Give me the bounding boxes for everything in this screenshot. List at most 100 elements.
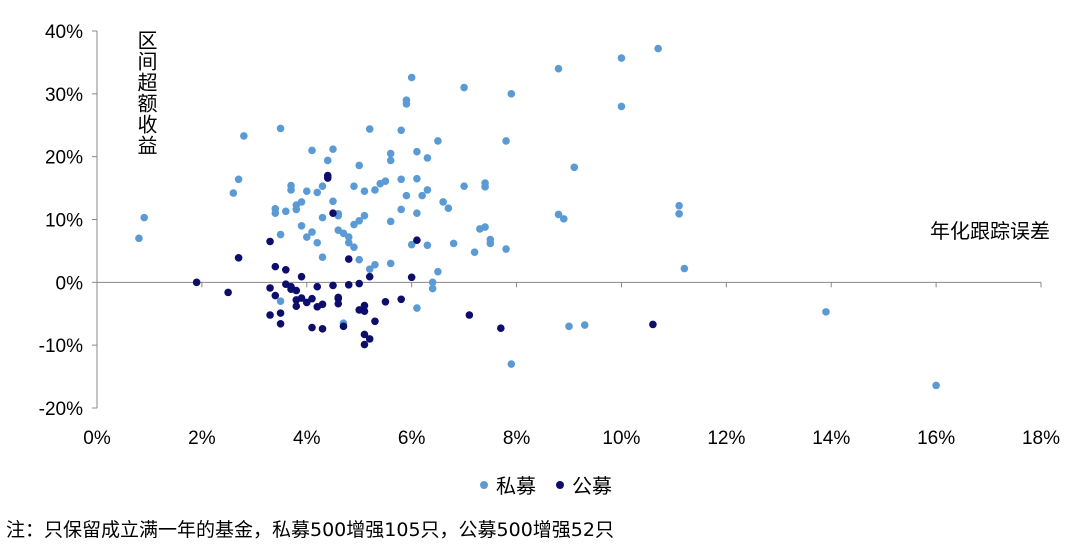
point-public bbox=[365, 272, 374, 281]
point-private bbox=[402, 100, 411, 108]
point-private bbox=[449, 239, 458, 248]
point-private bbox=[386, 156, 395, 165]
point-public bbox=[371, 317, 379, 326]
y-axis-label: 区间超额收益 bbox=[134, 30, 158, 156]
point-private bbox=[460, 182, 468, 190]
point-public bbox=[308, 323, 316, 332]
point-public bbox=[292, 286, 301, 295]
point-private bbox=[423, 241, 432, 250]
point-private bbox=[502, 245, 510, 253]
point-private bbox=[329, 197, 337, 206]
point-private bbox=[413, 209, 421, 218]
point-private bbox=[554, 64, 563, 73]
point-private bbox=[502, 137, 510, 145]
point-private bbox=[371, 260, 379, 269]
point-private bbox=[407, 73, 416, 82]
point-private bbox=[297, 221, 306, 230]
point-private bbox=[407, 240, 416, 249]
point-private bbox=[350, 182, 358, 190]
point-private bbox=[386, 259, 395, 268]
point-private bbox=[355, 161, 364, 170]
point-private bbox=[308, 146, 316, 155]
point-private bbox=[413, 174, 421, 183]
x-tick-label: 8% bbox=[503, 428, 531, 449]
point-private bbox=[318, 213, 327, 222]
legend: 私募 公募 bbox=[480, 470, 612, 499]
point-public bbox=[318, 325, 327, 333]
point-private bbox=[292, 205, 301, 214]
series-public bbox=[192, 171, 657, 349]
point-private bbox=[355, 216, 364, 225]
x-tick-label: 4% bbox=[293, 428, 321, 449]
point-public bbox=[323, 174, 332, 182]
point-private bbox=[397, 126, 405, 135]
point-private bbox=[318, 253, 327, 261]
point-private bbox=[360, 187, 369, 196]
point-private bbox=[344, 238, 353, 247]
legend-label-public: 公募 bbox=[572, 474, 612, 498]
point-private bbox=[344, 233, 353, 241]
point-public bbox=[413, 236, 421, 245]
point-public bbox=[266, 311, 274, 319]
point-private bbox=[617, 102, 626, 111]
point-private bbox=[329, 145, 337, 153]
point-private bbox=[140, 213, 148, 222]
point-private bbox=[397, 175, 405, 184]
point-public bbox=[271, 262, 280, 271]
point-public bbox=[234, 254, 243, 262]
point-public bbox=[407, 273, 416, 282]
point-private bbox=[276, 230, 285, 239]
y-tick-label: 20% bbox=[45, 148, 83, 169]
point-private bbox=[444, 204, 453, 212]
point-public bbox=[360, 330, 369, 339]
y-tick-label: 10% bbox=[45, 211, 83, 232]
point-private bbox=[318, 182, 327, 190]
point-private bbox=[350, 220, 358, 229]
legend-item-public: 公募 bbox=[556, 470, 612, 499]
point-private bbox=[434, 267, 442, 276]
point-private bbox=[418, 191, 426, 200]
legend-marker-private bbox=[480, 480, 488, 489]
point-private bbox=[381, 177, 390, 185]
point-private bbox=[271, 209, 280, 218]
x-axis-label: 年化跟踪误差 bbox=[930, 219, 1050, 243]
point-public bbox=[360, 307, 369, 316]
point-private bbox=[282, 207, 290, 216]
point-private bbox=[229, 189, 238, 197]
point-private bbox=[565, 322, 573, 331]
point-public bbox=[302, 298, 311, 307]
point-private bbox=[135, 234, 143, 243]
point-public bbox=[282, 265, 290, 274]
x-tick-label: 16% bbox=[917, 428, 955, 449]
axes-group bbox=[92, 30, 1042, 409]
point-public bbox=[339, 322, 348, 331]
point-public bbox=[192, 278, 201, 287]
y-tick-label: 0% bbox=[56, 273, 84, 294]
point-private bbox=[402, 191, 411, 200]
point-public bbox=[297, 294, 306, 302]
x-tick-label: 14% bbox=[812, 428, 850, 449]
point-private bbox=[434, 137, 442, 145]
point-private bbox=[386, 149, 395, 158]
point-private bbox=[481, 183, 489, 191]
point-public bbox=[266, 284, 274, 292]
point-private bbox=[554, 210, 563, 219]
point-private bbox=[580, 321, 589, 329]
point-public bbox=[313, 282, 322, 291]
point-public bbox=[365, 335, 374, 343]
point-private bbox=[486, 239, 495, 248]
point-public bbox=[355, 279, 364, 288]
y-tick-label: 30% bbox=[45, 85, 83, 106]
point-public bbox=[397, 295, 405, 304]
point-private bbox=[276, 297, 285, 305]
point-private bbox=[386, 217, 395, 226]
point-private bbox=[423, 186, 432, 194]
point-private bbox=[570, 163, 579, 172]
point-public bbox=[271, 291, 280, 300]
point-public bbox=[344, 281, 353, 289]
point-private bbox=[822, 308, 830, 316]
point-private bbox=[287, 186, 295, 194]
point-private bbox=[675, 201, 683, 210]
point-private bbox=[365, 125, 374, 133]
